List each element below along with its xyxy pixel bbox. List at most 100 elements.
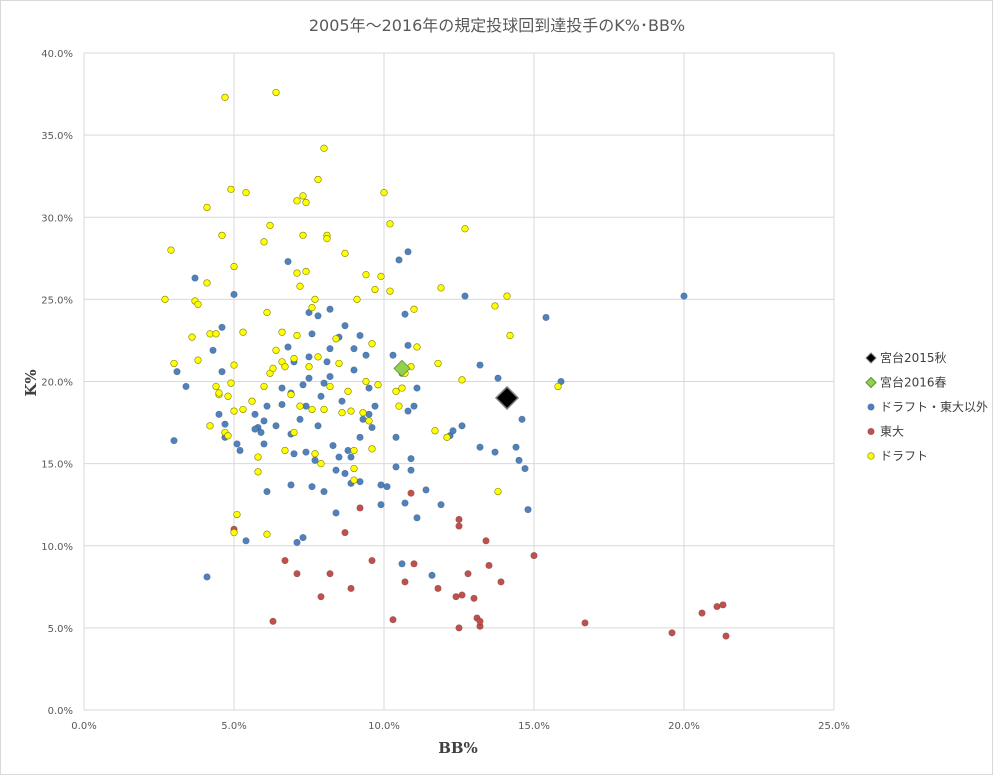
data-point: [212, 382, 220, 391]
data-point: [404, 407, 412, 415]
data-point: [680, 292, 688, 300]
y-tick-label: 20.0%: [41, 378, 73, 389]
data-point: [299, 533, 307, 542]
data-point: [290, 428, 298, 437]
data-point: [305, 363, 313, 371]
data-point: [485, 561, 493, 570]
data-point: [302, 448, 310, 456]
data-point: [338, 409, 346, 417]
data-point: [368, 340, 376, 348]
data-point: [260, 238, 268, 246]
data-point: [233, 440, 241, 448]
data-point: [239, 328, 247, 336]
data-point: [470, 594, 478, 602]
y-tick-label: 40.0%: [41, 49, 73, 60]
data-point: [668, 629, 676, 637]
data-point: [305, 374, 313, 382]
x-tick-label: 5.0%: [221, 721, 246, 732]
data-point: [434, 359, 442, 368]
data-point: [278, 384, 286, 392]
data-point: [218, 231, 226, 239]
data-points: [161, 88, 730, 640]
data-point: [332, 509, 340, 517]
data-point: [530, 552, 538, 560]
data-point: [722, 632, 730, 640]
data-point: [356, 331, 364, 340]
data-point: [278, 400, 286, 409]
data-point: [506, 331, 514, 340]
data-point: [383, 483, 391, 491]
data-point: [455, 515, 463, 524]
data-point: [323, 235, 331, 243]
data-point: [491, 448, 499, 456]
data-point: [401, 310, 409, 318]
data-point: [368, 445, 376, 453]
data-point: [503, 292, 511, 300]
data-point: [335, 359, 343, 368]
data-point: [227, 379, 235, 387]
data-point: [317, 392, 325, 400]
data-point: [257, 428, 265, 437]
data-point: [263, 402, 271, 410]
data-point: [239, 405, 247, 414]
data-point: [344, 446, 352, 455]
data-point: [272, 422, 280, 430]
legend-marker: [865, 376, 877, 389]
data-point: [299, 381, 307, 389]
legend-item: 宮台2015秋: [865, 350, 947, 365]
data-point: [263, 487, 271, 496]
data-point: [347, 584, 355, 593]
data-point: [494, 374, 502, 382]
data-point: [287, 391, 295, 399]
data-point: [296, 282, 304, 290]
x-tick-label: 20.0%: [668, 721, 700, 732]
data-point: [242, 189, 250, 197]
data-point: [395, 256, 403, 264]
data-point: [302, 267, 310, 276]
data-point: [194, 300, 202, 308]
data-point: [251, 425, 259, 433]
data-point: [293, 538, 301, 547]
data-point: [347, 407, 355, 415]
data-point: [299, 231, 307, 239]
data-point: [398, 560, 406, 568]
data-point: [347, 453, 355, 461]
legend-item: 宮台2016春: [865, 375, 947, 390]
y-axis-label: K%: [22, 369, 40, 396]
data-point: [455, 522, 463, 530]
data-point: [302, 402, 310, 410]
data-point: [314, 175, 322, 184]
y-tick-label: 35.0%: [41, 131, 73, 142]
data-point: [491, 302, 499, 310]
data-point: [314, 422, 322, 430]
data-point: [329, 441, 337, 450]
legend-label: 東大: [880, 425, 904, 439]
chart-title: 2005年～2016年の規定投球回到達投手のK%･BB%: [309, 16, 685, 35]
data-point: [362, 377, 370, 386]
data-point: [293, 197, 301, 205]
data-point: [521, 464, 529, 473]
data-point: [392, 433, 400, 441]
data-point: [554, 382, 562, 391]
data-point: [299, 192, 307, 200]
data-point: [278, 328, 286, 336]
legend-item: ドラフト・東大以外: [867, 400, 988, 414]
data-point: [410, 305, 418, 313]
data-point: [542, 313, 550, 322]
data-point: [308, 405, 316, 414]
data-point: [308, 330, 316, 338]
data-point: [407, 455, 415, 463]
data-point: [431, 427, 439, 435]
data-point: [293, 570, 301, 578]
legend-item: 東大: [867, 425, 904, 439]
y-tick-label: 30.0%: [41, 213, 73, 224]
data-point: [296, 415, 304, 423]
data-point: [407, 489, 415, 497]
x-axis-label: BB%: [438, 739, 478, 757]
data-point: [389, 616, 397, 624]
data-point: [266, 221, 274, 230]
x-tick-label: 0.0%: [71, 721, 96, 732]
y-tick-label: 0.0%: [48, 706, 73, 717]
legend-marker: [867, 403, 875, 411]
